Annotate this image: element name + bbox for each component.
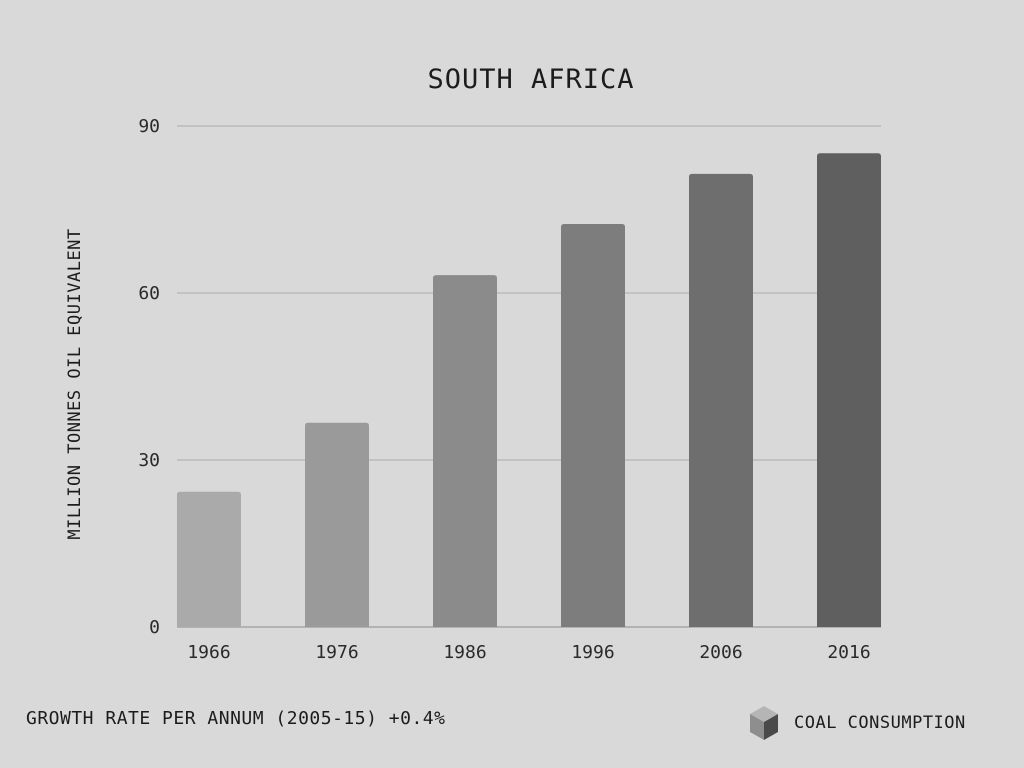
x-tick-label: 1966 [187,642,230,663]
x-tick-label: 1996 [571,642,614,663]
bar-2006 [689,173,753,627]
growth-rate-text: GROWTH RATE PER ANNUM (2005-15) +0.4% [26,708,446,729]
y-axis-label: MILLION TONNES OIL EQUIVALENT [65,228,85,539]
x-tick-label: 1976 [315,642,358,663]
bar-1976 [305,422,369,627]
bar-1966 [177,491,241,627]
bar-2016 [817,153,881,627]
y-tick-label: 90 [138,116,160,137]
y-tick-label: 30 [138,450,160,471]
bar-1996 [561,223,625,627]
x-tick-label: 1986 [443,642,486,663]
x-tick-labels: 1966 1976 1986 1996 2006 2016 [187,642,870,663]
bars [177,153,881,627]
legend-label: COAL CONSUMPTION [794,713,966,733]
y-tick-labels: 0 30 60 90 [138,116,160,638]
y-tick-label: 0 [149,617,160,638]
y-tick-label: 60 [138,283,160,304]
x-tick-label: 2006 [699,642,742,663]
legend: COAL CONSUMPTION [748,704,966,742]
chart-title: SOUTH AFRICA [427,64,634,95]
bar-1986 [433,275,497,627]
x-tick-label: 2016 [827,642,870,663]
gridlines [177,125,881,628]
cube-icon [750,706,778,740]
